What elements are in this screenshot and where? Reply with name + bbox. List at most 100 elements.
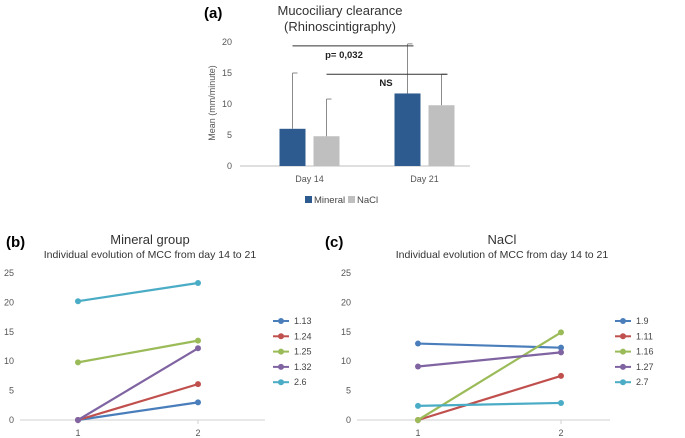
data-point [195, 345, 201, 352]
data-point [415, 402, 421, 409]
significance-label: p= 0,032 [325, 50, 363, 61]
panel-a-label: (a) [204, 5, 222, 22]
bar [313, 136, 340, 166]
panel-c-marks [415, 329, 564, 423]
panel-c-line-chart: (c) NaCl Individual evolution of MCC fro… [325, 232, 654, 438]
panel-b-marks [75, 279, 201, 423]
panel-a-legend: Mineral NaCl [305, 195, 378, 206]
series-line [417, 351, 562, 368]
data-point [558, 344, 564, 351]
data-point [558, 399, 564, 406]
data-point [195, 381, 201, 388]
y-tick-label: 25 [341, 268, 351, 278]
y-tick-label: 0 [227, 161, 232, 171]
data-point [195, 399, 201, 406]
legend-marker [278, 379, 284, 386]
y-tick-label: 15 [222, 68, 232, 78]
series-line [417, 401, 562, 407]
panel-a-marks: Day 14 Day 21 p= 0,032 NS [279, 43, 455, 184]
legend-label: 1.32 [294, 362, 312, 372]
panel-a-title: Mucociliary clearance [278, 3, 403, 18]
legend-marker [620, 348, 626, 355]
panel-b-title: Mineral group [110, 232, 190, 247]
legend-marker [620, 363, 626, 370]
y-tick-label: 10 [222, 99, 232, 109]
panel-c-label: (c) [325, 234, 343, 251]
data-point [415, 363, 421, 370]
y-tick-label: 25 [4, 268, 14, 278]
panel-b-line-chart: (b) Mineral group Individual evolution o… [4, 232, 312, 438]
bar [428, 105, 455, 166]
legend-label: 1.24 [294, 331, 312, 341]
bar [394, 93, 421, 166]
panel-a-bar-chart: (a) Mucociliary clearance (Rhinoscintigr… [204, 3, 470, 206]
series-line [77, 339, 199, 364]
legend-label: 1.11 [636, 331, 653, 341]
panel-c-subtitle: Individual evolution of MCC from day 14 … [396, 249, 609, 261]
panel-b-label: (b) [6, 234, 25, 251]
legend-label: Mineral [314, 195, 345, 206]
y-tick-label: 0 [346, 415, 351, 425]
legend-label: 1.13 [294, 316, 312, 326]
series-line [417, 374, 562, 422]
x-tick-label: Day 14 [295, 174, 324, 184]
legend-label: 1.27 [636, 362, 654, 372]
legend-label: 1.25 [294, 347, 312, 357]
y-tick-label: 5 [9, 386, 14, 396]
y-tick-label: 20 [222, 37, 232, 47]
data-point [558, 329, 564, 336]
series-line [77, 281, 199, 303]
y-tick-label: 5 [346, 386, 351, 396]
panel-c-title: NaCl [488, 232, 517, 247]
series-line [77, 347, 199, 421]
panel-b-subtitle: Individual evolution of MCC from day 14 … [44, 249, 257, 261]
legend-label: 2.7 [636, 377, 649, 387]
legend-marker [278, 348, 284, 355]
data-point [558, 372, 564, 379]
data-point [415, 340, 421, 347]
x-tick-label: 1 [415, 428, 420, 438]
legend-label: 1.9 [636, 316, 649, 326]
data-point [75, 359, 81, 366]
panel-c-axis: 0 5 10 15 20 25 1 2 [341, 268, 610, 438]
y-tick-label: 15 [341, 327, 351, 337]
legend-label: 2.6 [294, 377, 307, 387]
legend-swatch [348, 196, 355, 203]
panel-a-subtitle: (Rhinoscintigraphy) [284, 19, 396, 34]
series-line [77, 401, 199, 422]
data-point [415, 417, 421, 423]
data-point [75, 298, 81, 305]
legend-marker [278, 363, 284, 370]
panel-b-legend: 1.13 1.24 1.25 1.32 2.6 [273, 316, 312, 387]
x-tick-label: 1 [75, 428, 80, 438]
data-point [195, 337, 201, 344]
significance-label: NS [379, 78, 392, 89]
bar [279, 128, 306, 166]
panel-a-ylabel: Mean (mm/minute) [207, 65, 217, 141]
legend-marker [278, 318, 284, 324]
y-tick-label: 20 [4, 297, 14, 307]
y-tick-label: 15 [4, 327, 14, 337]
data-point [558, 349, 564, 356]
data-point [195, 279, 201, 286]
y-tick-label: 10 [4, 356, 14, 366]
data-point [75, 417, 81, 423]
legend-marker [620, 333, 626, 340]
y-tick-label: 20 [341, 297, 351, 307]
legend-swatch [305, 196, 312, 203]
x-tick-label: 2 [195, 428, 200, 438]
legend-label: NaCl [357, 195, 378, 206]
legend-marker [620, 318, 626, 324]
y-tick-label: 0 [9, 415, 14, 425]
y-tick-label: 10 [341, 356, 351, 366]
panel-b-axis: 0 5 10 15 20 25 1 2 [4, 268, 265, 438]
y-tick-label: 5 [227, 130, 232, 140]
legend-marker [278, 333, 284, 340]
x-tick-label: Day 21 [410, 174, 439, 184]
x-tick-label: 2 [558, 428, 563, 438]
legend-label: 1.16 [636, 347, 654, 357]
legend-marker [620, 379, 626, 386]
panel-c-legend: 1.9 1.11 1.16 1.27 2.7 [615, 316, 654, 387]
series-line [77, 383, 199, 422]
